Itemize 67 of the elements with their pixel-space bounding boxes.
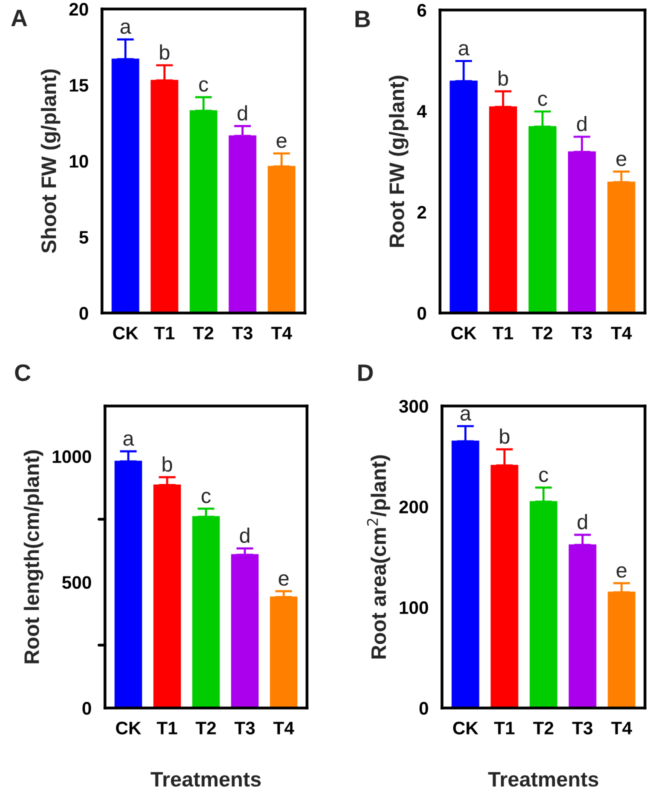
annotation: a: [120, 22, 132, 34]
x-tick-label: T4: [271, 326, 292, 340]
x-tick-label: T2: [193, 326, 214, 340]
annotation: b: [162, 456, 172, 472]
y-tick-label: 0: [417, 306, 426, 320]
x-tick-label: T3: [234, 722, 255, 734]
y-tick-label: 10: [70, 154, 88, 168]
x-tick-label: T1: [156, 722, 178, 734]
x-tick-label: T3: [232, 326, 252, 340]
bar: [270, 596, 298, 708]
y-tick-label: 0: [79, 306, 88, 320]
annotation: c: [202, 492, 211, 504]
x-tick-label: T3: [572, 326, 592, 340]
annotation: d: [238, 105, 247, 121]
x-tick-label: T2: [533, 722, 554, 734]
annotation: b: [500, 428, 510, 444]
x-tick-label: CK: [113, 326, 138, 340]
annotation: a: [123, 434, 134, 446]
y-axis-title: Root length(cm/plant): [24, 450, 44, 664]
y-tick-label: 6: [417, 4, 426, 17]
annotation: d: [578, 514, 587, 530]
annotation: e: [276, 136, 286, 148]
chart-title: B: [355, 10, 370, 28]
x-tick-label: CK: [451, 326, 477, 340]
y-tick-label: 300: [399, 400, 428, 413]
y-tick-label: 2: [417, 206, 426, 219]
y-tick-label: 500: [62, 576, 92, 589]
y-tick-label: 15: [70, 79, 88, 92]
x-tick-label: T4: [611, 326, 632, 340]
chart-title: A: [11, 10, 28, 26]
annotation: b: [498, 70, 508, 86]
y-axis-title: Shoot FW (g/plant): [40, 69, 60, 253]
y-tick-label: 5: [79, 231, 88, 244]
annotation: e: [278, 574, 289, 586]
x-axis-title: Treatments: [150, 772, 261, 787]
annotation: a: [460, 409, 472, 421]
x-tick-label: T2: [196, 722, 216, 734]
x-tick-label: CK: [453, 722, 478, 734]
y-tick-label: 1000: [52, 450, 92, 464]
annotation: d: [240, 528, 250, 543]
x-tick-label: T4: [611, 722, 632, 734]
y-tick-label: 100: [400, 601, 428, 614]
annotation: e: [616, 154, 626, 166]
y-tick-label: 0: [82, 702, 92, 715]
x-tick-label: T1: [494, 722, 514, 734]
y-tick-label: 20: [69, 2, 88, 16]
y-axis-title: Root FW (g/plant): [388, 76, 408, 247]
y-tick-label: 200: [399, 500, 428, 514]
annotation: b: [160, 44, 170, 60]
x-tick-label: T2: [532, 326, 552, 340]
chart-title: D: [358, 364, 373, 381]
annotation: d: [577, 116, 586, 132]
x-axis-title: Treatments: [488, 772, 598, 787]
x-tick-label: T4: [273, 722, 294, 734]
x-tick-label: T1: [492, 326, 514, 340]
annotation: a: [458, 44, 470, 56]
annotation: c: [538, 94, 548, 106]
annotation: c: [539, 470, 548, 482]
y-axis-title: Root area(cm$^{2}$/plant): [367, 455, 390, 659]
chart-title: C: [15, 364, 31, 382]
y-tick-label: 0: [419, 702, 428, 715]
y-tick-label: 4: [417, 105, 427, 118]
x-tick-label: CK: [116, 722, 142, 734]
x-tick-label: T1: [154, 326, 174, 340]
x-tick-label: T3: [572, 722, 592, 734]
annotation: e: [616, 566, 626, 578]
annotation: c: [199, 80, 208, 92]
